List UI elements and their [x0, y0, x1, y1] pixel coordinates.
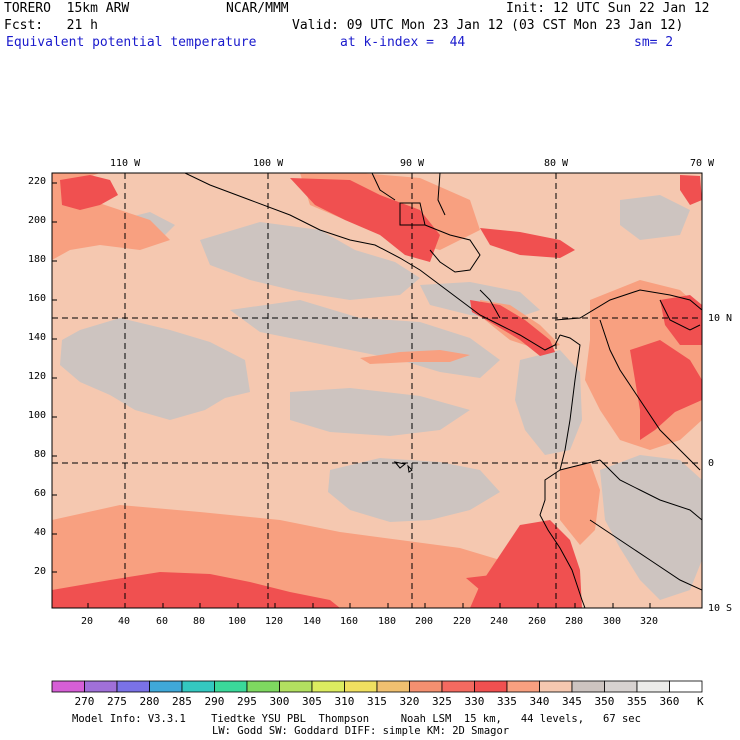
y-tick-label: 160: [27, 293, 46, 304]
colorbar-swatch: [539, 680, 573, 693]
field-red-330: [52, 175, 702, 608]
y-tick-label: 220: [27, 176, 46, 187]
colorbar-level-label: 315: [367, 695, 387, 708]
colorbar-swatch: [214, 680, 248, 693]
y-tick-label: 140: [27, 332, 46, 343]
x-tick-label: 120: [265, 616, 284, 627]
lat-label-10s: 10 S: [708, 603, 733, 614]
axis-ticks: [52, 182, 651, 608]
colorbar-swatch: [116, 680, 150, 693]
colorbar-level-label: 280: [139, 695, 160, 708]
x-tick-label: 80: [193, 616, 206, 627]
field-name: Equivalent potential temperature: [6, 35, 257, 50]
colorbar-swatch: [506, 680, 540, 693]
lat-label-10n: 10 N: [708, 313, 733, 324]
model-name: TORERO 15km ARW: [4, 1, 130, 16]
x-tick-label: 20: [81, 616, 94, 627]
colorbar-swatch: [571, 680, 605, 693]
x-tick-label: 100: [228, 616, 247, 627]
lon-label-110w: 110 W: [110, 158, 141, 169]
center-name: NCAR/MMM: [226, 1, 289, 16]
y-tick-label: 40: [33, 527, 46, 538]
colorbar-level-label: 310: [334, 695, 355, 708]
x-tick-label: 300: [603, 616, 622, 627]
colorbar-level-label: 285: [172, 695, 192, 708]
coastlines: [184, 173, 702, 608]
x-tick-label: 260: [528, 616, 547, 627]
y-tick-label: 20: [33, 566, 46, 577]
y-tick-label: 60: [33, 488, 46, 499]
colorbar-level-label: 295: [237, 695, 257, 708]
colorbar-level-label: 270: [74, 695, 95, 708]
colorbar-swatch: [409, 680, 443, 693]
lon-label-80w: 80 W: [544, 158, 569, 169]
colorbar: [51, 680, 703, 693]
x-tick-label: 140: [303, 616, 322, 627]
x-tick-label: 200: [415, 616, 434, 627]
colorbar-level-label: 360: [659, 695, 680, 708]
field-shading: [52, 173, 702, 608]
x-tick-label: 40: [118, 616, 131, 627]
x-tick-label: 220: [453, 616, 472, 627]
colorbar-level-label: 275: [107, 695, 127, 708]
colorbar-level-label: 355: [627, 695, 647, 708]
x-tick-label: 320: [640, 616, 659, 627]
x-tick-label: 60: [156, 616, 169, 627]
level-label: at k-index = 44: [340, 35, 466, 50]
y-tick-label: 200: [27, 215, 46, 226]
model-info-line1: Model Info: V3.3.1 Tiedtke YSU PBL Thomp…: [72, 713, 641, 725]
colorbar-level-label: 350: [594, 695, 615, 708]
colorbar-swatch: [669, 680, 703, 693]
y-tick-label: 80: [33, 449, 46, 460]
colorbar-unit: K: [697, 695, 704, 708]
init-time: Init: 12 UTC Sun 22 Jan 12: [506, 1, 710, 16]
x-tick-label: 180: [378, 616, 397, 627]
lon-label-100w: 100 W: [253, 158, 284, 169]
colorbar-level-label: 320: [399, 695, 420, 708]
x-tick-label: 240: [490, 616, 509, 627]
colorbar-swatch: [474, 680, 508, 693]
x-tick-label: 280: [565, 616, 584, 627]
colorbar-swatch: [149, 680, 183, 693]
colorbar-swatch: [246, 680, 280, 693]
colorbar-swatch: [311, 680, 345, 693]
colorbar-level-label: 345: [562, 695, 582, 708]
colorbar-level-label: 340: [529, 695, 550, 708]
smoothing-label: sm= 2: [634, 35, 674, 50]
colorbar-swatch: [181, 680, 215, 693]
y-tick-label: 100: [27, 410, 46, 421]
colorbar-swatch: [84, 680, 118, 693]
y-tick-label: 180: [27, 254, 46, 265]
colorbar-swatch: [51, 680, 85, 693]
colorbar-swatch: [279, 680, 313, 693]
lat-label-0: 0: [708, 458, 715, 469]
y-tick-label: 120: [27, 371, 46, 382]
plot-frame: [51, 172, 703, 609]
colorbar-level-label: 300: [269, 695, 290, 708]
colorbar-swatch: [376, 680, 410, 693]
colorbar-level-label: 290: [204, 695, 225, 708]
x-tick-label: 160: [340, 616, 359, 627]
valid-time: Valid: 09 UTC Mon 23 Jan 12 (03 CST Mon …: [292, 18, 684, 33]
lon-label-90w: 90 W: [400, 158, 425, 169]
colorbar-swatch: [344, 680, 378, 693]
colorbar-level-label: 305: [302, 695, 322, 708]
colorbar-level-label: 335: [497, 695, 517, 708]
forecast-hour: Fcst: 21 h: [4, 18, 98, 33]
colorbar-swatch: [636, 680, 670, 693]
colorbar-swatch: [604, 680, 638, 693]
model-info-line2: LW: Godd SW: Goddard DIFF: simple KM: 2D…: [212, 725, 510, 737]
colorbar-level-label: 330: [464, 695, 485, 708]
colorbar-level-label: 325: [432, 695, 452, 708]
colorbar-swatch: [441, 680, 475, 693]
latlon-grid: [52, 173, 702, 608]
lon-label-70w: 70 W: [690, 158, 715, 169]
